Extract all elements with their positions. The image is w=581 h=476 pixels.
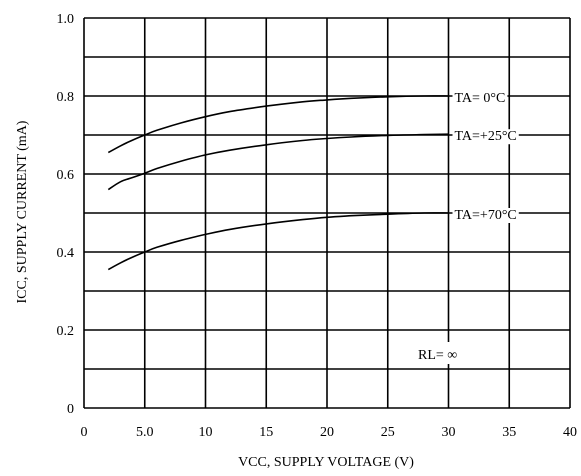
curves <box>107 95 449 271</box>
y-tick-label: 0 <box>67 402 74 417</box>
series-line <box>107 212 449 271</box>
x-tick-label: 30 <box>442 425 456 440</box>
x-tick-label: 5.0 <box>136 425 154 440</box>
series-label-text: TA=+70°C <box>455 208 517 223</box>
x-tick-label: 10 <box>199 425 213 440</box>
rl-annotation-bg <box>412 342 492 364</box>
series-label: TA=+70°C <box>452 208 519 223</box>
x-tick-label: 15 <box>259 425 273 440</box>
x-tick-labels: 0 5.0 10 15 20 25 30 35 40 <box>81 425 578 440</box>
series-label-text: TA= 0°C <box>455 91 506 106</box>
y-tick-label: 0.6 <box>57 168 75 183</box>
series-line <box>107 95 449 154</box>
series-label-bg <box>452 129 519 145</box>
x-tick-label: 40 <box>563 425 577 440</box>
x-tick-label: 35 <box>502 425 516 440</box>
series-label-bg <box>452 91 508 106</box>
y-tick-label: 0.8 <box>57 90 75 105</box>
x-tick-label: 0 <box>81 425 88 440</box>
y-tick-label: 0.2 <box>57 324 75 339</box>
series-label-text: TA=+25°C <box>455 129 517 144</box>
x-axis-label: VCC, SUPPLY VOLTAGE (V) <box>238 455 414 470</box>
x-tick-label: 25 <box>381 425 395 440</box>
y-tick-labels: 0 0.2 0.4 0.6 0.8 1.0 <box>57 12 75 417</box>
series-label: TA= 0°C <box>452 91 508 106</box>
rl-annotation: RL= ∞ <box>418 348 457 363</box>
series-line <box>107 133 449 191</box>
grid <box>83 17 571 409</box>
y-axis-label: ICC, SUPPLY CURRENT (mA) <box>15 120 30 303</box>
y-tick-label: 0.4 <box>57 246 75 261</box>
series-labels: TA= 0°C TA=+25°C TA=+70°C <box>452 91 519 223</box>
series-label: TA=+25°C <box>452 129 519 145</box>
y-tick-label: 1.0 <box>57 12 75 27</box>
x-tick-label: 20 <box>320 425 334 440</box>
series-label-bg <box>452 208 519 223</box>
